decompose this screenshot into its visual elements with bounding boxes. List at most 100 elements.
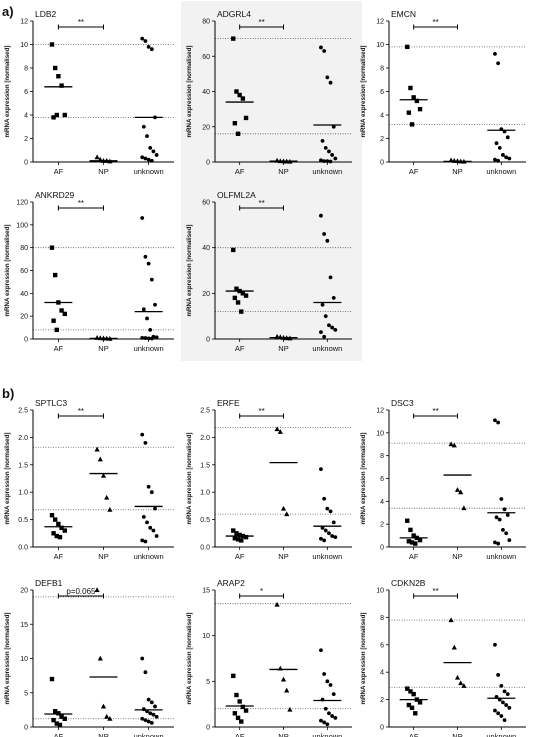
data-point-af xyxy=(237,92,242,98)
data-point-np xyxy=(458,489,464,495)
data-point-unknown xyxy=(140,216,145,220)
data-point-unknown xyxy=(320,138,325,143)
data-point-af xyxy=(414,98,420,104)
data-point-af xyxy=(405,44,410,50)
data-point-unknown xyxy=(327,531,331,536)
data-point-unknown xyxy=(328,275,333,280)
data-point-unknown xyxy=(319,718,323,723)
chart-title: DEFB1 xyxy=(35,578,63,588)
data-point-unknown xyxy=(493,418,497,423)
x-tick-label: AF xyxy=(54,732,64,737)
chart-title: LDB2 xyxy=(35,9,57,19)
x-tick-label: NP xyxy=(452,732,462,737)
y-axis-label: mRNA expression [normalised] xyxy=(186,46,193,138)
y-tick-label: 10 xyxy=(376,430,384,437)
y-tick-label: 10 xyxy=(202,633,210,640)
significance-label: ** xyxy=(258,18,264,27)
x-tick-label: NP xyxy=(278,167,288,176)
data-point-unknown xyxy=(330,534,335,538)
data-point-unknown xyxy=(507,538,512,543)
x-tick-label: unknown xyxy=(134,167,164,176)
data-point-unknown xyxy=(331,296,336,300)
data-point-unknown xyxy=(319,467,323,472)
y-tick-label: 20 xyxy=(202,291,210,298)
significance-label: ** xyxy=(432,407,438,416)
data-point-af xyxy=(413,541,418,546)
y-tick-label: 8 xyxy=(380,453,384,460)
data-point-af xyxy=(408,527,413,533)
y-tick-label: 2 xyxy=(380,697,384,704)
data-point-unknown xyxy=(331,124,336,129)
chart-ankrd29: ANKRD29 mRNA expression [normalised] 0 20 40… xyxy=(4,190,174,353)
chart-title: ARAP2 xyxy=(217,578,245,588)
data-point-unknown xyxy=(319,330,323,335)
x-tick-label: unknown xyxy=(486,732,516,737)
x-tick-label: unknown xyxy=(312,167,342,176)
y-axis-label: mRNA expression [normalised] xyxy=(360,613,367,705)
y-tick-label: 0 xyxy=(24,725,28,732)
data-point-np xyxy=(454,674,461,680)
data-point-af xyxy=(237,699,242,704)
data-point-af xyxy=(405,518,410,523)
data-point-np xyxy=(107,715,113,721)
chart-sptlc3: SPTLC3 mRNA expression [normalised] 0.0 0.5… xyxy=(4,398,174,561)
data-point-unknown xyxy=(143,670,148,675)
data-point-af xyxy=(235,131,241,136)
data-point-unknown xyxy=(493,708,497,713)
data-point-unknown xyxy=(143,336,148,340)
data-point-af xyxy=(243,534,249,540)
data-point-af xyxy=(52,709,58,714)
data-point-unknown xyxy=(151,712,156,717)
data-point-af xyxy=(234,286,239,291)
data-point-af xyxy=(411,533,416,538)
data-point-unknown xyxy=(322,720,327,725)
y-tick-label: 2 xyxy=(380,522,384,529)
data-point-af xyxy=(243,708,249,713)
data-point-af xyxy=(51,115,56,120)
data-point-unknown xyxy=(333,535,338,540)
x-tick-label: NP xyxy=(452,552,462,561)
data-point-unknown xyxy=(146,157,151,162)
chart-olfml2a: OLFML2A mRNA expression [normalised] 0 20 40… xyxy=(181,182,362,361)
data-point-unknown xyxy=(505,135,510,140)
x-tick-label: NP xyxy=(452,167,462,176)
data-point-unknown xyxy=(149,336,154,341)
data-point-np xyxy=(97,655,103,661)
significance-label: ** xyxy=(432,18,438,27)
y-tick-label: 100 xyxy=(16,222,28,229)
chart-dsc3: DSC3 mRNA expression [normalised] 0 2 4 6 8 10 1… xyxy=(360,398,526,561)
x-tick-label: NP xyxy=(98,344,108,353)
data-point-af xyxy=(62,112,67,118)
data-point-unknown xyxy=(323,314,328,319)
data-point-af xyxy=(408,85,413,91)
chart-title: ANKRD29 xyxy=(35,190,74,200)
chart-cdkn2b: CDKN2B mRNA expression [normalised] 0 2 4 6 8 1… xyxy=(360,578,526,737)
data-point-unknown xyxy=(496,711,501,716)
data-point-unknown xyxy=(328,159,333,164)
y-tick-label: 10 xyxy=(20,656,28,663)
data-point-unknown xyxy=(501,153,505,157)
data-point-unknown xyxy=(145,520,149,525)
x-tick-label: unknown xyxy=(134,344,164,353)
data-point-unknown xyxy=(496,61,501,66)
data-point-unknown xyxy=(497,146,502,150)
data-point-unknown xyxy=(319,536,323,541)
y-tick-label: 2.0 xyxy=(200,435,210,442)
data-point-af xyxy=(417,106,423,112)
data-point-unknown xyxy=(153,704,157,709)
data-point-af xyxy=(235,715,241,721)
y-tick-label: 4 xyxy=(380,499,384,506)
y-tick-label: 0 xyxy=(206,337,210,344)
data-point-unknown xyxy=(153,302,157,307)
x-tick-label: AF xyxy=(235,552,245,561)
y-tick-label: 4 xyxy=(380,113,384,120)
y-tick-label: 120 xyxy=(16,200,28,207)
y-tick-label: 80 xyxy=(20,245,28,252)
data-point-af xyxy=(54,327,59,333)
data-point-unknown xyxy=(502,718,507,723)
data-point-af xyxy=(232,536,238,541)
y-tick-label: 2 xyxy=(380,136,384,143)
x-tick-label: AF xyxy=(235,344,245,353)
data-point-unknown xyxy=(499,497,504,501)
data-point-af xyxy=(405,686,410,691)
